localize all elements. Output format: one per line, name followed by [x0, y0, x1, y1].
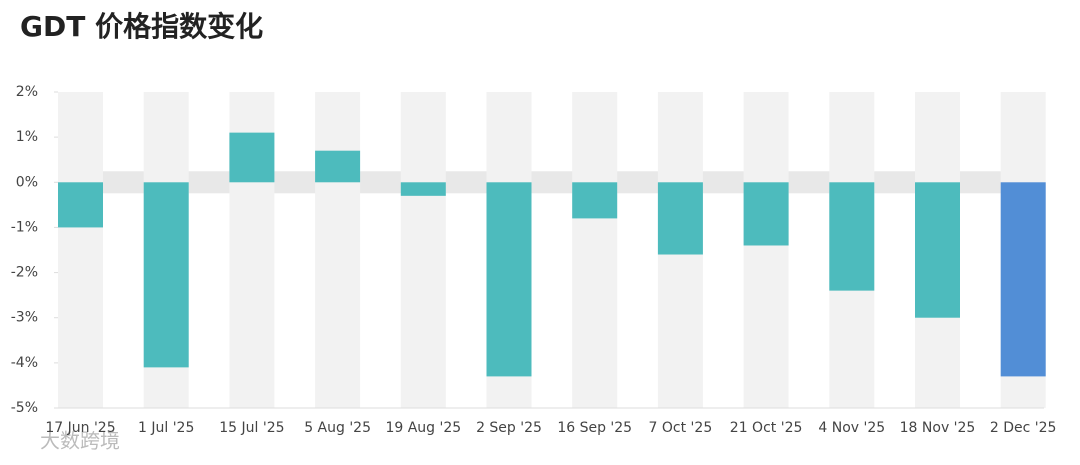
- bar: [829, 182, 875, 291]
- x-tick-label: 4 Nov '25: [818, 420, 885, 436]
- bar: [743, 182, 789, 246]
- y-tick-label: 0%: [16, 174, 38, 190]
- column-band: [58, 92, 103, 408]
- x-tick-label: 1 Jul '25: [138, 420, 194, 436]
- x-tick-label: 21 Oct '25: [730, 420, 803, 436]
- x-tick-label: 7 Oct '25: [649, 420, 713, 436]
- x-tick-label: 17 Jun '25: [45, 420, 115, 436]
- bar: [486, 182, 532, 377]
- bar: [572, 182, 618, 219]
- y-tick-label: -3%: [11, 310, 38, 326]
- bar: [915, 182, 960, 318]
- y-tick-label: -5%: [11, 400, 38, 416]
- y-tick-label: -1%: [11, 219, 38, 235]
- bar: [143, 182, 189, 368]
- chart-title: GDT 价格指数变化: [20, 10, 263, 43]
- x-tick-label: 2 Sep '25: [476, 420, 542, 436]
- watermark: 大数跨境: [40, 429, 120, 453]
- bar: [400, 182, 446, 196]
- column-band: [315, 92, 361, 408]
- y-tick-label: 1%: [16, 129, 38, 145]
- column-band: [572, 92, 618, 408]
- column-band: [400, 92, 446, 408]
- bar: [229, 132, 275, 183]
- x-tick-label: 5 Aug '25: [304, 420, 371, 436]
- zero-band: [58, 171, 1044, 194]
- x-tick-label: 2 Dec '25: [990, 420, 1057, 436]
- column-band: [743, 92, 789, 408]
- x-tick-label: 15 Jul '25: [219, 420, 284, 436]
- y-tick-label: -2%: [11, 265, 38, 281]
- x-tick-label: 16 Sep '25: [557, 420, 632, 436]
- bar: [58, 182, 103, 228]
- x-tick-label: 18 Nov '25: [900, 420, 976, 436]
- bar: [315, 150, 361, 183]
- y-tick-label: -4%: [11, 355, 38, 371]
- x-tick-label: 19 Aug '25: [385, 420, 461, 436]
- y-tick-label: 2%: [16, 84, 38, 100]
- bar: [657, 182, 703, 255]
- bar: [1000, 182, 1046, 377]
